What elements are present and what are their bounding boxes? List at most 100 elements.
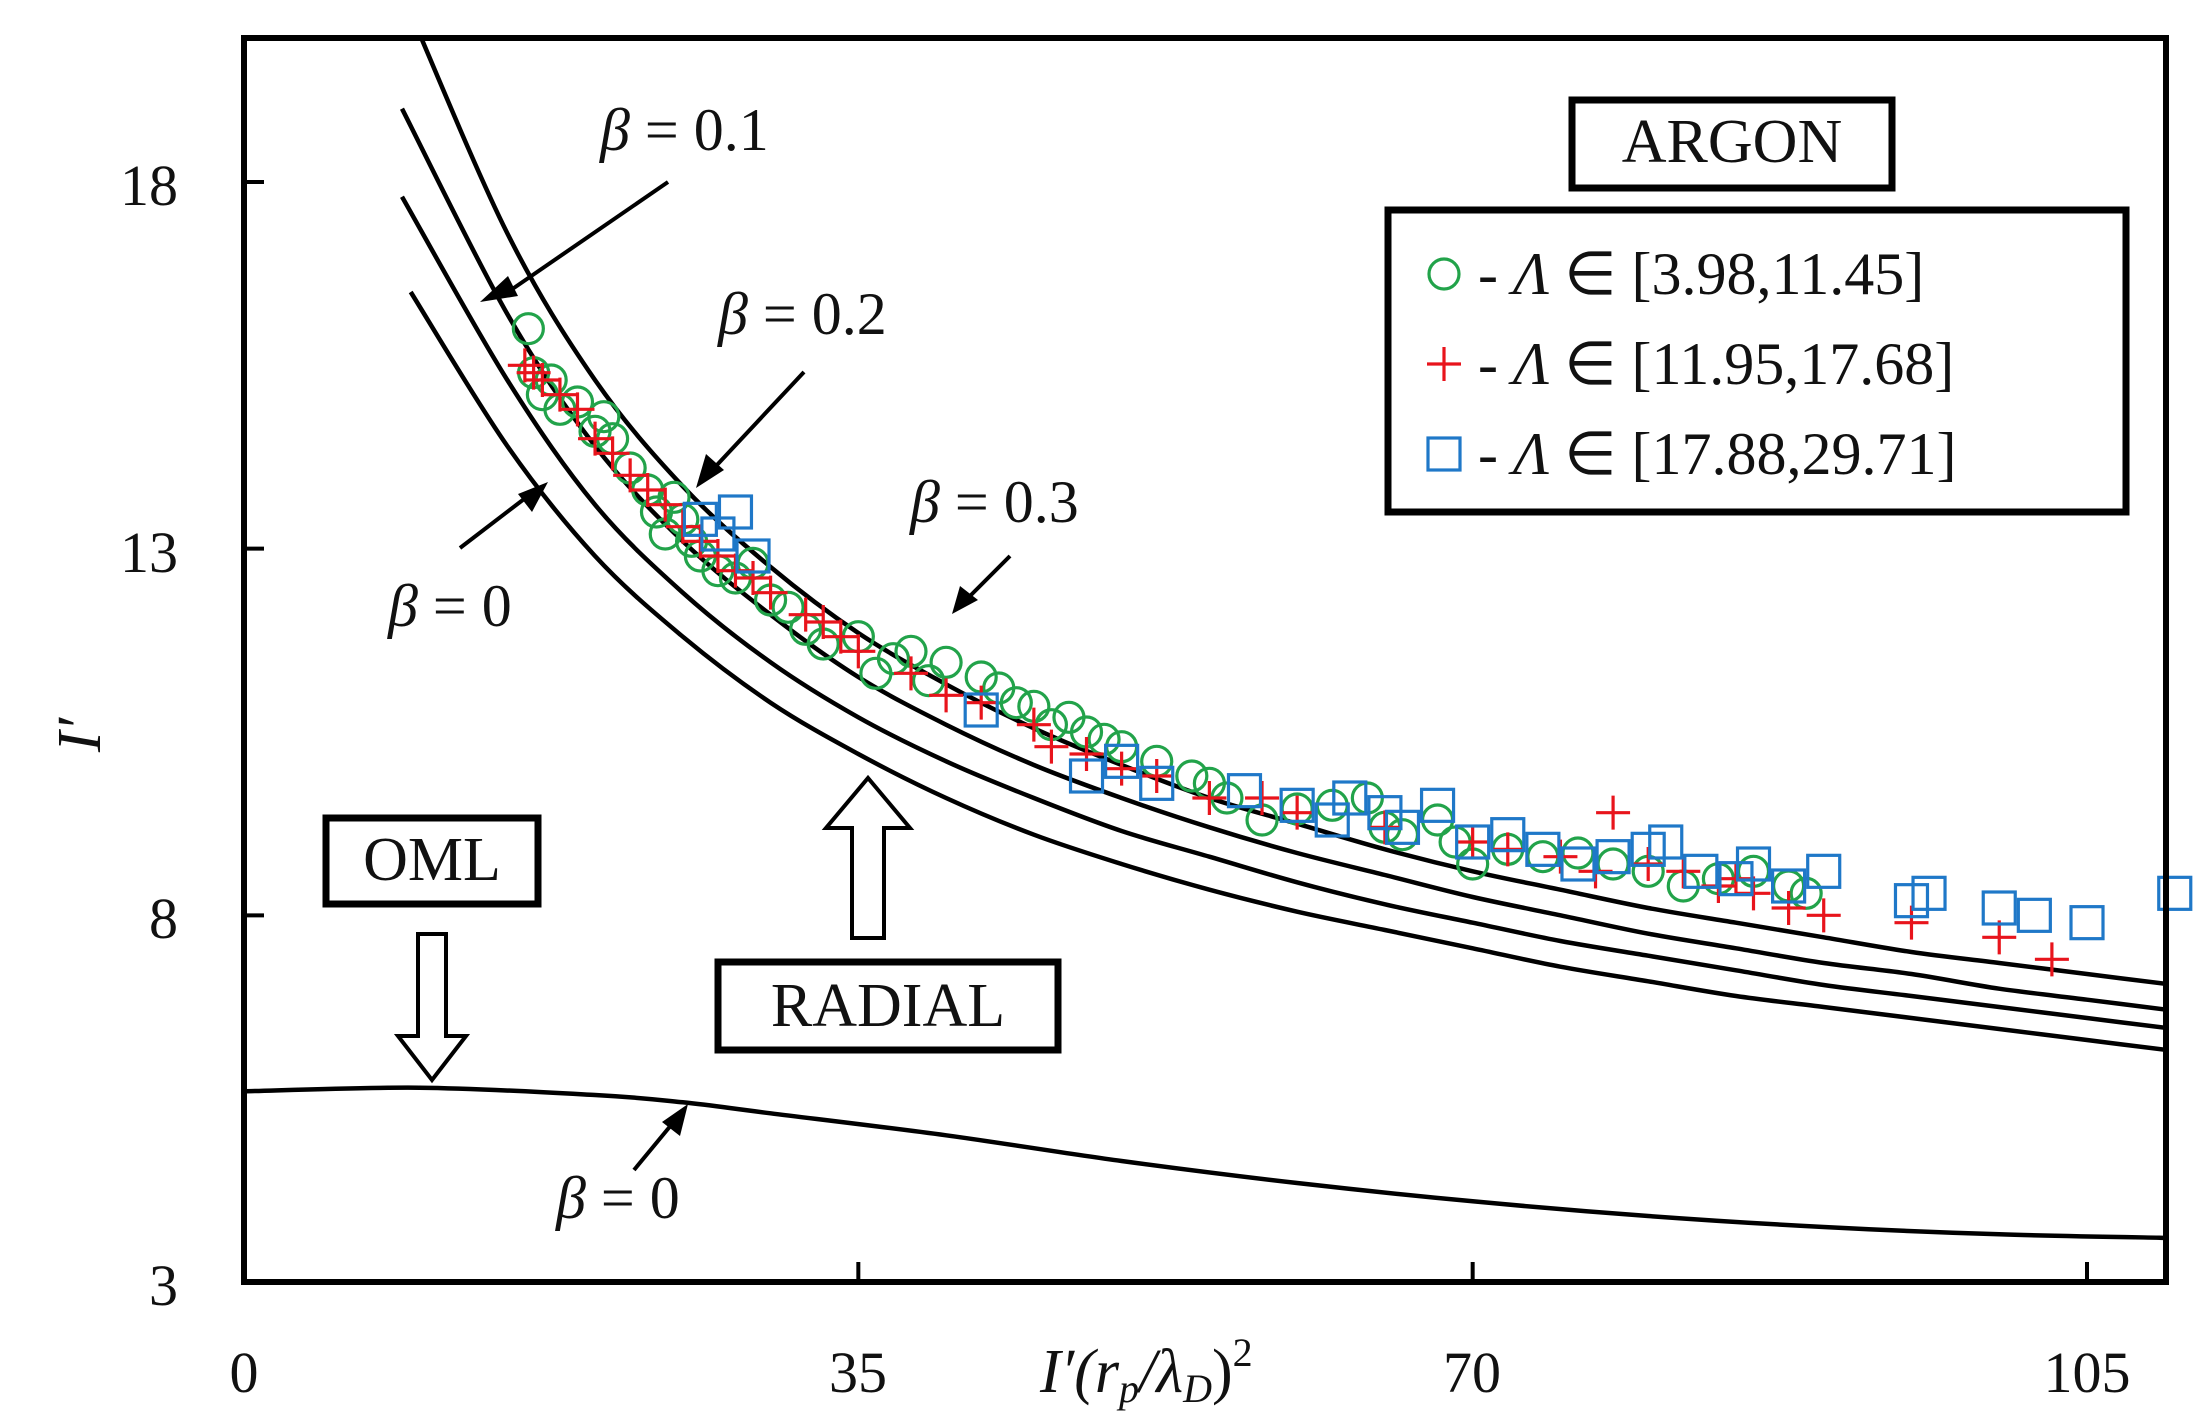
legend-marker-1 (1427, 257, 1461, 291)
arrowhead-beta-0.1 (480, 276, 518, 302)
arrowhead-beta-0-oml (662, 1104, 688, 1136)
label-beta-0.2: β = 0.2 (717, 281, 887, 347)
marker-s1-15 (753, 575, 788, 610)
marker-s2-16 (1490, 817, 1526, 853)
y-axis-label: I′ (46, 716, 114, 753)
marker-s2-25 (1771, 868, 1807, 904)
marker-s2-11 (1332, 780, 1368, 816)
marker-s2-6 (1104, 743, 1140, 779)
marker-s0-55 (1596, 847, 1630, 881)
marker-s2-5 (1068, 758, 1105, 794)
marker-s1-46 (2034, 942, 2069, 977)
marker-s2-3 (735, 538, 771, 574)
marker-s1-20 (893, 656, 928, 691)
marker-s0-54 (1561, 836, 1595, 870)
legend-entry-2: - Λ ∈ [11.95,17.68] (1478, 331, 1954, 397)
legend-marker-3 (1426, 436, 1462, 472)
curve-0 (408, 290, 2166, 1053)
curve-2 (399, 107, 2166, 1012)
oml-box (322, 814, 542, 908)
marker-s2-26 (1806, 853, 1842, 889)
marker-s0-13 (657, 480, 691, 514)
marker-s1-24 (1034, 729, 1069, 764)
curve-4 (244, 1085, 2166, 1241)
marker-s0-28 (911, 664, 946, 698)
marker-s2-28 (1911, 875, 1947, 911)
x-axis-label-close: ) (1212, 1338, 1233, 1406)
legend-entry-1: - Λ ∈ [3.98,11.45] (1478, 241, 1924, 307)
y-tick-3: 3 (149, 1253, 178, 1318)
legend-3-var: Λ (1508, 421, 1549, 487)
tick-marks (244, 180, 2089, 1282)
marker-s2-9 (1279, 787, 1315, 823)
marker-s2-30 (2016, 897, 2052, 933)
label-beta-0-radial: β = 0 (387, 573, 512, 639)
x-axis-label-sub2: D (1182, 1366, 1212, 1411)
marker-s1-43 (1806, 898, 1841, 933)
marker-s1-42 (1771, 891, 1806, 925)
radial-up-arrow (821, 774, 915, 940)
marker-s1-32 (1455, 825, 1490, 859)
marker-s2-14 (1419, 787, 1456, 823)
curves-layer (244, 38, 2166, 1241)
marker-s1-17 (806, 605, 841, 639)
legend-entry-3: - Λ ∈ [17.88,29.71] (1478, 421, 1956, 487)
x-axis-label-sub1: p (1116, 1366, 1139, 1411)
marker-s1-16 (788, 597, 823, 632)
x-tick-35: 35 (829, 1340, 887, 1405)
marker-s2-21 (1648, 824, 1684, 860)
x-axis-label: I′(rp/λD)2 (1039, 1330, 1253, 1411)
marker-s0-32 (999, 686, 1033, 720)
marker-s0-29 (929, 645, 963, 679)
legend-3-sep: - (1478, 421, 1498, 487)
argon-box (1568, 96, 1896, 192)
legend-2-var: Λ (1508, 331, 1549, 397)
marker-s1-25 (1069, 737, 1104, 771)
arrow-beta-0.2 (714, 370, 806, 468)
legend-3-range: [17.88,29.71] (1632, 421, 1957, 487)
marker-s0-26 (876, 642, 911, 676)
marker-s2-15 (1455, 824, 1491, 860)
marker-s2-19 (1595, 839, 1631, 875)
arrow-beta-0-oml (632, 1122, 674, 1172)
marker-s1-14 (736, 561, 771, 595)
marker-s1-18 (823, 619, 858, 654)
x-axis-label-base: I′(r (1039, 1338, 1120, 1406)
arrowhead-beta-0-radial (518, 482, 548, 512)
argon-label: ARGON (1622, 108, 1842, 176)
markers-layer (507, 312, 2193, 977)
marker-s1-5 (578, 421, 613, 456)
radial-label: RADIAL (771, 972, 1005, 1040)
legend-1-var: Λ (1508, 241, 1549, 307)
oml-label: OML (363, 826, 501, 894)
marker-s2-31 (2069, 905, 2105, 941)
y-tick-8: 8 (149, 886, 178, 951)
legend-3-rel: ∈ (1564, 421, 1616, 487)
plot-frame (241, 35, 2169, 1285)
x-axis-label-sup: 2 (1233, 1330, 1253, 1375)
marker-s2-7 (1139, 765, 1175, 801)
marker-s1-23 (1016, 707, 1051, 742)
legend-markers (1426, 257, 1462, 472)
marker-s2-32 (2157, 875, 2193, 911)
marker-s1-44 (1894, 905, 1929, 940)
marker-s1-1 (516, 355, 551, 390)
legend-2-rel: ∈ (1564, 331, 1616, 397)
marker-s1-6 (595, 436, 630, 471)
x-axis-label-mid: /λ (1136, 1338, 1183, 1406)
marker-s1-28 (1192, 781, 1227, 815)
arrow-beta-0-radial (458, 494, 530, 550)
marker-s2-4 (963, 692, 999, 728)
marker-s1-0 (507, 348, 542, 383)
marker-s0-7 (587, 400, 621, 434)
marker-s0-40 (1175, 759, 1209, 793)
arrowhead-beta-0.3 (952, 586, 978, 614)
marker-s1-45 (1982, 920, 2017, 955)
legend-2-sep: - (1478, 331, 1498, 397)
x-tick-0: 0 (230, 1340, 259, 1405)
marker-s2-24 (1735, 846, 1772, 882)
marker-s1-21 (929, 678, 964, 713)
marker-s1-2 (525, 363, 560, 397)
y-tick-13: 13 (120, 520, 178, 585)
